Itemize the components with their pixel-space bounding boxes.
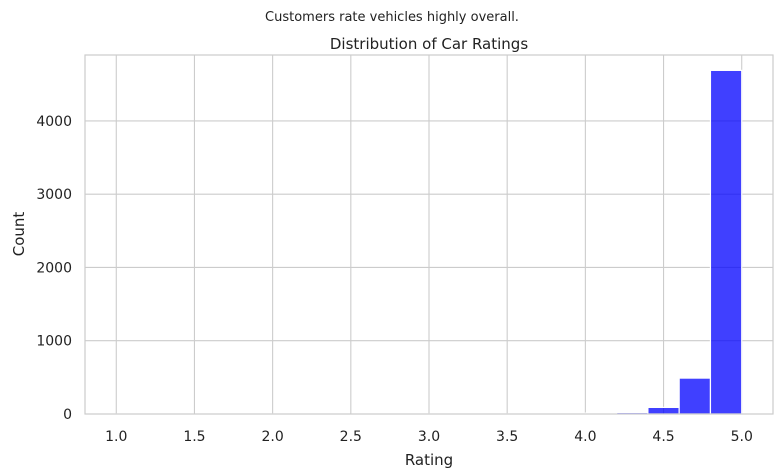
y-tick-labels: 0 1000 2000 3000 4000	[36, 114, 72, 423]
x-tick-label: 1.0	[105, 429, 127, 445]
x-tick-label: 4.0	[574, 429, 596, 445]
y-tick-label: 1000	[36, 334, 72, 350]
y-tick-label: 4000	[36, 114, 72, 130]
chart-title: Distribution of Car Ratings	[330, 35, 528, 53]
grid-lines	[85, 55, 773, 415]
x-tick-labels: 1.0 1.5 2.0 2.5 3.0 3.5 4.0 4.5 5.0	[105, 429, 753, 445]
y-tick-label: 3000	[36, 187, 72, 203]
x-axis-label: Rating	[405, 451, 453, 469]
y-tick-label: 2000	[36, 260, 72, 276]
x-tick-label: 1.5	[183, 429, 205, 445]
histogram-bar	[678, 377, 712, 415]
x-tick-label: 4.5	[652, 429, 674, 445]
x-tick-label: 3.0	[418, 429, 440, 445]
chart-suptitle: Customers rate vehicles highly overall.	[265, 10, 519, 25]
x-tick-label: 2.5	[340, 429, 362, 445]
x-tick-label: 5.0	[731, 429, 753, 445]
x-tick-label: 3.5	[496, 429, 518, 445]
histogram-bar	[709, 69, 743, 415]
histogram-bar	[647, 406, 680, 415]
x-tick-label: 2.0	[262, 429, 284, 445]
y-tick-label: 0	[63, 407, 72, 423]
plot-frame	[84, 54, 774, 415]
y-axis-label: Count	[10, 212, 28, 257]
